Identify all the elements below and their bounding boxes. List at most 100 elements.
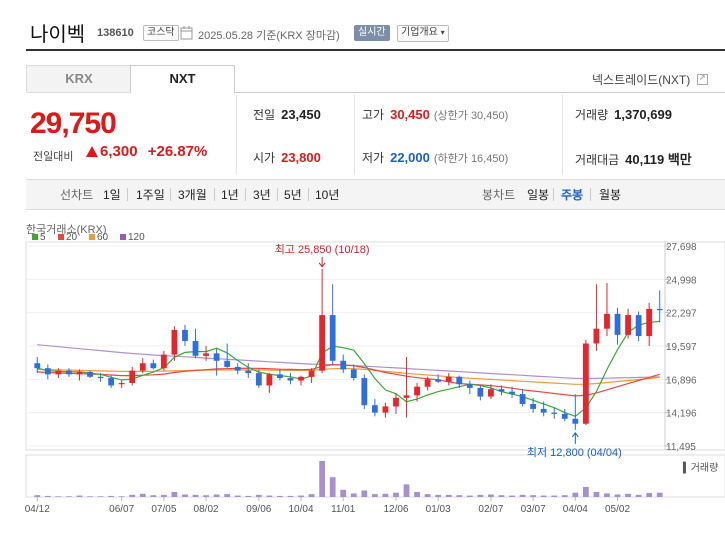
candle-body — [44, 368, 51, 375]
volume-bar — [604, 493, 610, 497]
change-label: 전일대비 — [33, 151, 74, 163]
period-1d[interactable]: 1일 — [103, 188, 121, 202]
volume-bar — [646, 493, 653, 497]
volume-bar — [308, 494, 315, 497]
y-tick-label: 11,495 — [666, 442, 696, 453]
external-link-icon: ↗ — [696, 73, 708, 85]
volume-bar — [625, 493, 631, 497]
legend-label: 5 — [40, 232, 46, 243]
nxt-link[interactable]: 넥스트레이드(NXT) ↗ — [592, 71, 708, 88]
candle-body — [656, 308, 663, 311]
realtime-badge[interactable]: 실시간 — [354, 25, 390, 41]
candle-body — [266, 374, 273, 386]
volume-bar — [635, 494, 642, 497]
candle-body — [456, 376, 463, 385]
candle-body — [572, 418, 579, 424]
volume-bar — [234, 495, 241, 497]
candle-body — [540, 408, 547, 413]
volume-bar — [129, 494, 136, 497]
nav-separator — [245, 188, 246, 201]
nav-separator — [590, 188, 591, 201]
volume-plot-frame — [25, 454, 725, 498]
legend-label: 60 — [97, 232, 109, 243]
legend-label: 20 — [66, 232, 78, 243]
candle-body — [551, 412, 558, 414]
candle-chart-label[interactable]: 봉차트 — [482, 188, 516, 202]
volume-bar — [44, 495, 51, 497]
x-tick-label: 05/02 — [605, 504, 630, 515]
change-percent: +26.87% — [147, 143, 208, 160]
volume-bar — [266, 495, 273, 497]
y-tick-label: 19,597 — [666, 342, 697, 353]
candle-body — [445, 376, 452, 382]
y-tick-label: 14,196 — [666, 409, 697, 420]
volume-bar — [561, 495, 568, 497]
volume-bar — [614, 494, 621, 497]
candle-body — [255, 373, 262, 386]
candle-body — [329, 315, 336, 361]
candle-body — [435, 379, 442, 382]
volume-bar — [551, 495, 558, 497]
candle-daily[interactable]: 일봉 — [527, 188, 550, 202]
x-tick-label: 11/01 — [331, 504, 356, 515]
volume-bar — [160, 494, 167, 497]
ma5-line — [37, 320, 660, 417]
candle-body — [530, 403, 537, 409]
candle-body — [277, 374, 283, 379]
tab-nxt[interactable]: NXT — [130, 65, 235, 93]
x-tick-label: 06/07 — [109, 504, 134, 515]
x-tick-label: 07/05 — [151, 504, 176, 515]
candle-body — [108, 378, 115, 386]
candle-body — [245, 370, 252, 374]
stat-prev-label: 전일 — [253, 108, 276, 122]
legend-ma5: 5 — [32, 232, 46, 243]
high-annotation: 최고 25,850 (10/18) — [275, 243, 370, 256]
candle-body — [76, 371, 83, 375]
volume-bar — [540, 495, 547, 497]
line-chart-label[interactable]: 선차트 — [60, 188, 94, 202]
candle-weekly[interactable]: 주봉 — [561, 188, 584, 202]
x-tick-label: 09/06 — [246, 504, 271, 515]
stat-prev: 전일 23,450 — [253, 106, 321, 123]
period-5y[interactable]: 5년 — [284, 188, 302, 202]
period-3y[interactable]: 3년 — [253, 188, 271, 202]
volume-bar — [55, 496, 62, 497]
candle-body — [382, 406, 389, 413]
volume-bar — [393, 492, 399, 497]
candle-body — [87, 371, 93, 377]
candle-body — [509, 391, 515, 395]
x-tick-label: 03/07 — [521, 504, 546, 515]
candle-body — [298, 376, 304, 381]
period-3m[interactable]: 3개월 — [178, 188, 207, 202]
candle-body — [350, 369, 357, 379]
candle-monthly[interactable]: 월봉 — [599, 188, 622, 202]
period-10y[interactable]: 10년 — [315, 188, 340, 202]
candle-body — [593, 328, 600, 344]
volume-bar — [350, 493, 357, 497]
company-info-dropdown[interactable]: 기업개요 ▾ — [397, 25, 449, 42]
candle-body — [371, 405, 378, 413]
volume-bar — [118, 496, 125, 497]
legend-ma60: 60 — [89, 232, 108, 243]
legend-label: 120 — [128, 232, 145, 243]
candle-body — [414, 386, 420, 396]
volume-bar — [277, 495, 283, 497]
volume-bar — [424, 494, 431, 497]
ma60-line — [37, 367, 660, 385]
candle-body — [477, 387, 484, 397]
low-annotation: 최저 12,800 (04/04) — [527, 446, 622, 459]
x-tick-label: 10/04 — [289, 504, 314, 515]
stat-low-label: 저가 — [362, 151, 385, 165]
volume-bar — [203, 495, 209, 497]
candle-body — [614, 313, 621, 335]
nav-separator — [277, 188, 278, 201]
tab-krx[interactable]: KRX — [26, 65, 131, 93]
candle-body — [424, 379, 431, 387]
header-divider — [26, 49, 725, 51]
period-1w[interactable]: 1주일 — [136, 188, 165, 202]
volume-bar — [519, 494, 526, 497]
volume-bar — [34, 495, 41, 497]
period-1y[interactable]: 1년 — [221, 188, 239, 202]
volume-bar — [97, 496, 104, 497]
